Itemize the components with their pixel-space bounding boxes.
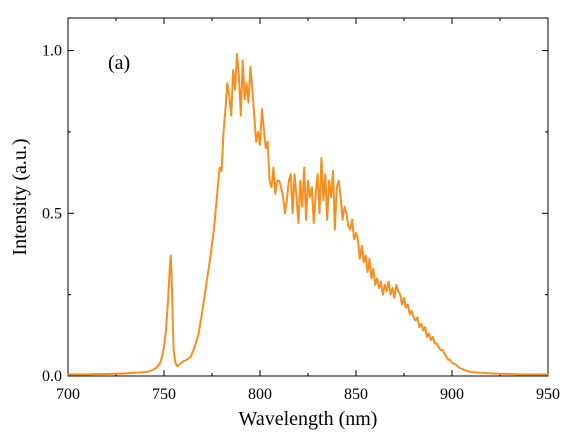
x-tick-label: 900 <box>440 386 464 403</box>
x-tick-label: 950 <box>536 386 560 403</box>
y-axis-label: Intensity (a.u.) <box>9 138 31 255</box>
x-tick-label: 700 <box>56 386 80 403</box>
x-axis-label: Wavelength (nm) <box>239 408 378 430</box>
y-axis-tick-labels: 0.0 0.5 1.0 <box>42 43 62 385</box>
y-tick-label: 1.0 <box>42 43 62 60</box>
y-tick-label: 0.0 <box>42 368 62 385</box>
panel-label: (a) <box>108 52 130 74</box>
y-tick-label: 0.5 <box>42 205 62 222</box>
x-tick-label: 800 <box>248 386 272 403</box>
x-tick-label: 750 <box>152 386 176 403</box>
series-line <box>67 52 549 376</box>
x-axis-tick-labels: 700 750 800 850 900 950 <box>56 386 560 403</box>
x-axis-ticks <box>67 18 549 376</box>
y-axis-ticks <box>68 50 548 377</box>
x-tick-label: 850 <box>344 386 368 403</box>
